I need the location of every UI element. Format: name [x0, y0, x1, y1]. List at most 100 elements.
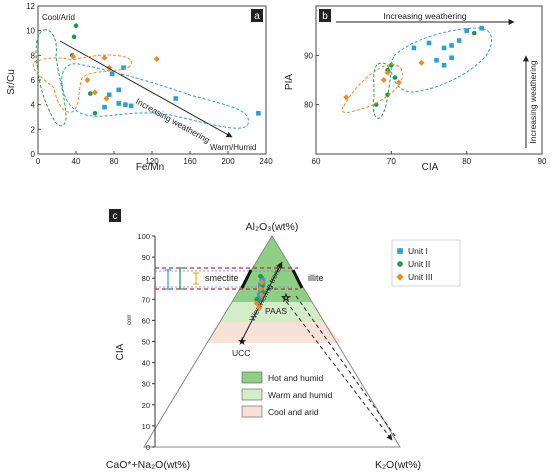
range-unit1 — [165, 269, 171, 290]
ternary-point — [258, 273, 263, 279]
data-point — [456, 38, 462, 43]
panel-b-envelope-unit1 — [390, 27, 493, 93]
data-point — [426, 40, 432, 46]
legend-label: Unit III — [408, 272, 433, 282]
illite-label: illite — [308, 273, 324, 283]
x-tick-label: 240 — [259, 157, 273, 166]
cia-tick-label: 50 — [142, 338, 150, 347]
data-point — [256, 111, 261, 116]
illite-marker — [291, 269, 304, 289]
panel-a-trend-arrow — [59, 40, 233, 138]
y-tick-label: 10 — [26, 27, 35, 36]
climate-label: Hot and humid — [268, 373, 324, 383]
y-tick-label: 8 — [31, 51, 36, 60]
panel-c-label: c — [113, 211, 118, 222]
data-point — [109, 71, 115, 77]
apex-top-label: Al₂O₃(wt%) — [246, 221, 299, 233]
panel-c-points — [253, 273, 266, 311]
ternary-point — [257, 285, 264, 292]
ternary-point — [258, 282, 263, 287]
panel-b-points — [343, 25, 485, 107]
panel-b-arrow-top-label: Increasing weathering — [383, 11, 466, 21]
data-point — [87, 91, 93, 96]
climate-swatch — [241, 371, 263, 384]
panel-a: 0 40 80 120 160 200 240 0 2 4 6 8 10 12 a Cool/Arid W… — [6, 2, 273, 173]
data-point — [106, 92, 112, 98]
panel-a-corner-top: Cool/Arid — [42, 13, 75, 22]
trend-line-1 — [281, 295, 393, 441]
range-unit2 — [177, 267, 183, 290]
data-point — [116, 87, 122, 93]
x-tick-label: 0 — [36, 157, 41, 166]
range-unit3 — [193, 272, 199, 285]
data-point — [441, 45, 447, 51]
data-point — [73, 23, 79, 29]
apex-right-label: K₂O(wt%) — [375, 459, 421, 471]
paas-marker: ☆ — [282, 293, 291, 304]
data-point — [392, 75, 398, 80]
data-point — [418, 59, 425, 66]
panel-a-envelope-unit3 — [32, 54, 133, 113]
panel-a-corner-bottom: Warm/Humid — [210, 143, 256, 152]
data-point — [92, 89, 98, 96]
y-tick-label: 0 — [31, 150, 36, 159]
data-point — [441, 62, 447, 68]
ucc-label: UCC — [232, 348, 250, 358]
cia-tick-label: 40 — [142, 359, 150, 368]
series-legend-frame — [391, 239, 461, 287]
panel-a-ylabel: Sr/Cu — [6, 69, 17, 95]
data-point — [479, 25, 485, 31]
panel-a-label: a — [254, 11, 260, 22]
data-point — [123, 102, 128, 107]
panel-a-frame — [37, 5, 267, 155]
panel-b-envelope-unit2 — [372, 62, 391, 119]
x-tick-label: 120 — [145, 157, 159, 166]
x-tick-label: 90 — [538, 157, 547, 166]
cia-tick-label: 20 — [142, 401, 150, 410]
data-point — [384, 69, 391, 76]
panel-a-ticks: 0 40 80 120 160 200 240 0 2 4 6 8 10 12 — [26, 2, 273, 166]
ternary-point — [256, 297, 262, 302]
panel-a-label-box: a — [251, 9, 263, 22]
data-point — [373, 102, 379, 107]
data-point — [173, 96, 179, 101]
data-point — [128, 103, 134, 109]
panel-a-xlabel: Fe/Mn — [136, 162, 164, 173]
climate-swatch — [241, 405, 263, 418]
cia-tick-label: 30 — [142, 380, 150, 389]
cia-tick-label: 100 — [137, 232, 150, 241]
data-point — [116, 101, 122, 106]
climate-label: Cool and arid — [268, 407, 319, 417]
x-tick-label: 40 — [72, 157, 81, 166]
ternary-point — [258, 292, 265, 299]
data-point — [449, 55, 454, 61]
y-tick-label: 80 — [304, 101, 313, 110]
cia-tick-label: 60 — [142, 316, 150, 325]
data-point — [471, 30, 477, 36]
paas-label: PAAS — [265, 306, 287, 316]
climate-legend: Hot and humid Warm and humid Cool and arid — [241, 371, 333, 418]
panel-a-points — [69, 23, 261, 116]
y-tick-label: 12 — [26, 2, 35, 11]
legend-marker — [396, 273, 404, 281]
panel-a-envelope-unit1 — [61, 63, 249, 129]
ucc-marker: ★ — [237, 335, 247, 348]
panel-b-arrow-right-label: Increasing weathering — [528, 60, 538, 143]
legend-label: Unit I — [408, 246, 428, 256]
panel-b-label-box: b — [319, 9, 331, 22]
cia-axis-label: CIA — [115, 343, 126, 360]
data-point — [153, 56, 160, 63]
data-point — [92, 111, 98, 116]
data-point — [102, 104, 107, 110]
zone-cool-arid — [208, 322, 342, 343]
data-point — [84, 77, 91, 83]
zone-hot-humid — [232, 236, 312, 302]
cia-ticks: 0 10 20 30 40 50 60 70 80 90 100 — [137, 232, 155, 452]
data-point — [70, 53, 77, 60]
x-tick-label: 80 — [462, 157, 471, 166]
y-tick-label: 2 — [31, 125, 36, 134]
legend-label: Unit II — [408, 259, 430, 269]
ternary-point — [256, 304, 263, 311]
data-point — [343, 94, 350, 101]
panel-b-frame — [315, 5, 543, 155]
